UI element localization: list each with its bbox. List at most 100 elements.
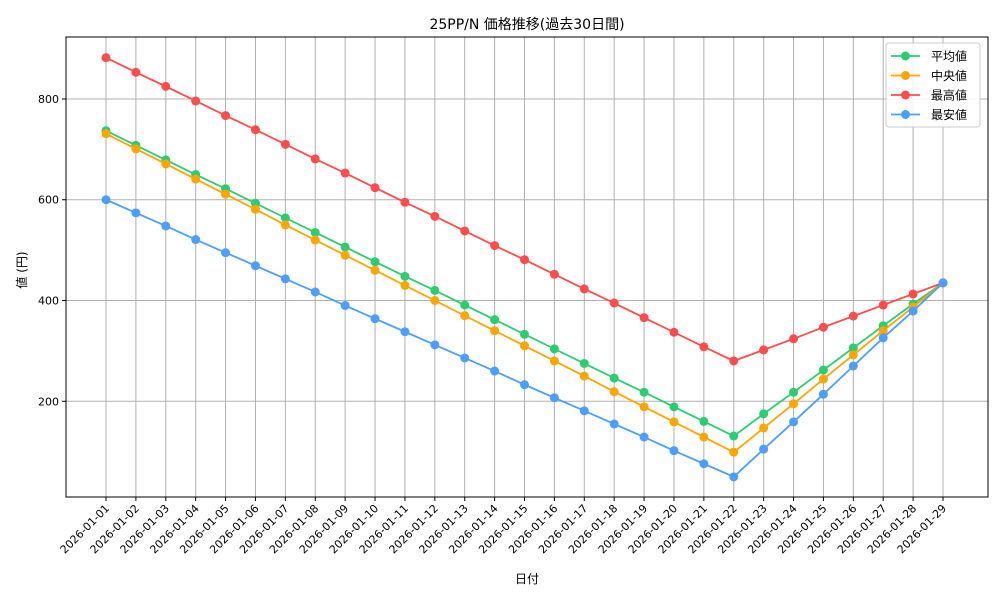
data-point xyxy=(818,365,828,375)
data-point xyxy=(161,221,171,231)
x-axis: 2026-01-012026-01-022026-01-032026-01-04… xyxy=(58,497,949,556)
data-point xyxy=(370,257,380,267)
data-point xyxy=(609,373,619,383)
data-point xyxy=(789,399,799,409)
data-point xyxy=(938,278,948,288)
legend-marker xyxy=(901,71,910,80)
data-point xyxy=(848,343,858,353)
data-point xyxy=(848,311,858,321)
data-point xyxy=(878,333,888,343)
data-point xyxy=(908,306,918,316)
data-point xyxy=(221,111,231,121)
data-point xyxy=(161,159,171,169)
y-tick-label: 200 xyxy=(38,395,59,408)
data-point xyxy=(310,154,320,164)
data-point xyxy=(639,387,649,397)
data-point xyxy=(848,361,858,371)
data-point xyxy=(191,235,201,245)
data-point xyxy=(340,242,350,252)
data-point xyxy=(490,241,500,251)
data-point xyxy=(310,287,320,297)
data-point xyxy=(669,417,679,427)
data-point xyxy=(221,248,231,258)
data-point xyxy=(520,329,529,339)
data-point xyxy=(609,419,619,429)
data-point xyxy=(340,168,350,178)
data-point xyxy=(699,342,709,352)
legend-label: 平均値 xyxy=(931,49,967,64)
data-point xyxy=(789,417,799,427)
data-point xyxy=(699,459,709,469)
data-point xyxy=(729,472,739,482)
data-point xyxy=(729,356,739,366)
legend-marker xyxy=(901,110,910,119)
data-point xyxy=(669,446,679,456)
data-point xyxy=(789,387,799,397)
data-point xyxy=(400,280,410,290)
data-point xyxy=(280,213,290,223)
data-point xyxy=(848,350,858,360)
data-point xyxy=(340,301,350,311)
data-point xyxy=(579,358,589,368)
data-point xyxy=(759,345,769,355)
legend-marker xyxy=(901,51,910,61)
data-point xyxy=(818,389,828,399)
data-point xyxy=(759,409,769,419)
data-point xyxy=(430,285,440,295)
data-point xyxy=(430,211,440,221)
data-point xyxy=(759,423,769,433)
data-point xyxy=(250,204,260,214)
data-point xyxy=(131,67,141,77)
y-axis-label: 値 (円) xyxy=(14,251,29,288)
data-point xyxy=(520,255,529,265)
data-point xyxy=(908,289,918,299)
data-point xyxy=(490,366,500,376)
data-point xyxy=(520,341,529,351)
data-point xyxy=(669,327,679,337)
data-point xyxy=(191,96,201,106)
data-point xyxy=(250,125,260,135)
chart-title: 25PP/N 価格推移(過去30日間) xyxy=(429,17,624,33)
data-point xyxy=(699,432,709,442)
data-point xyxy=(579,371,589,381)
data-point xyxy=(729,447,739,457)
data-point xyxy=(579,406,589,416)
data-point xyxy=(101,53,111,63)
data-point xyxy=(789,334,799,344)
data-point xyxy=(161,81,171,91)
legend-box xyxy=(885,42,981,128)
y-tick-label: 600 xyxy=(38,194,59,207)
data-point xyxy=(101,129,111,139)
plot-area xyxy=(65,36,989,498)
data-point xyxy=(549,269,559,279)
data-point xyxy=(430,296,440,306)
data-point xyxy=(460,311,470,321)
series-最高値 xyxy=(101,53,948,366)
data-point xyxy=(101,195,111,205)
data-point xyxy=(310,235,320,245)
data-point xyxy=(460,300,470,310)
data-point xyxy=(878,326,888,336)
data-point xyxy=(549,356,559,366)
data-point xyxy=(490,315,500,325)
y-tick-label: 800 xyxy=(38,93,59,106)
data-point xyxy=(878,300,888,310)
legend-marker xyxy=(901,90,910,100)
data-point xyxy=(818,374,828,384)
data-point xyxy=(490,326,500,336)
data-point xyxy=(579,284,589,294)
data-point xyxy=(729,431,739,441)
data-point xyxy=(520,380,529,390)
data-point xyxy=(699,416,709,426)
data-point xyxy=(280,274,290,284)
data-point xyxy=(609,387,619,397)
data-point xyxy=(609,298,619,308)
data-point xyxy=(549,393,559,403)
data-point xyxy=(460,353,470,363)
series-最安値 xyxy=(101,195,948,482)
data-point xyxy=(400,197,410,207)
data-point xyxy=(370,183,380,193)
data-point xyxy=(310,227,320,237)
